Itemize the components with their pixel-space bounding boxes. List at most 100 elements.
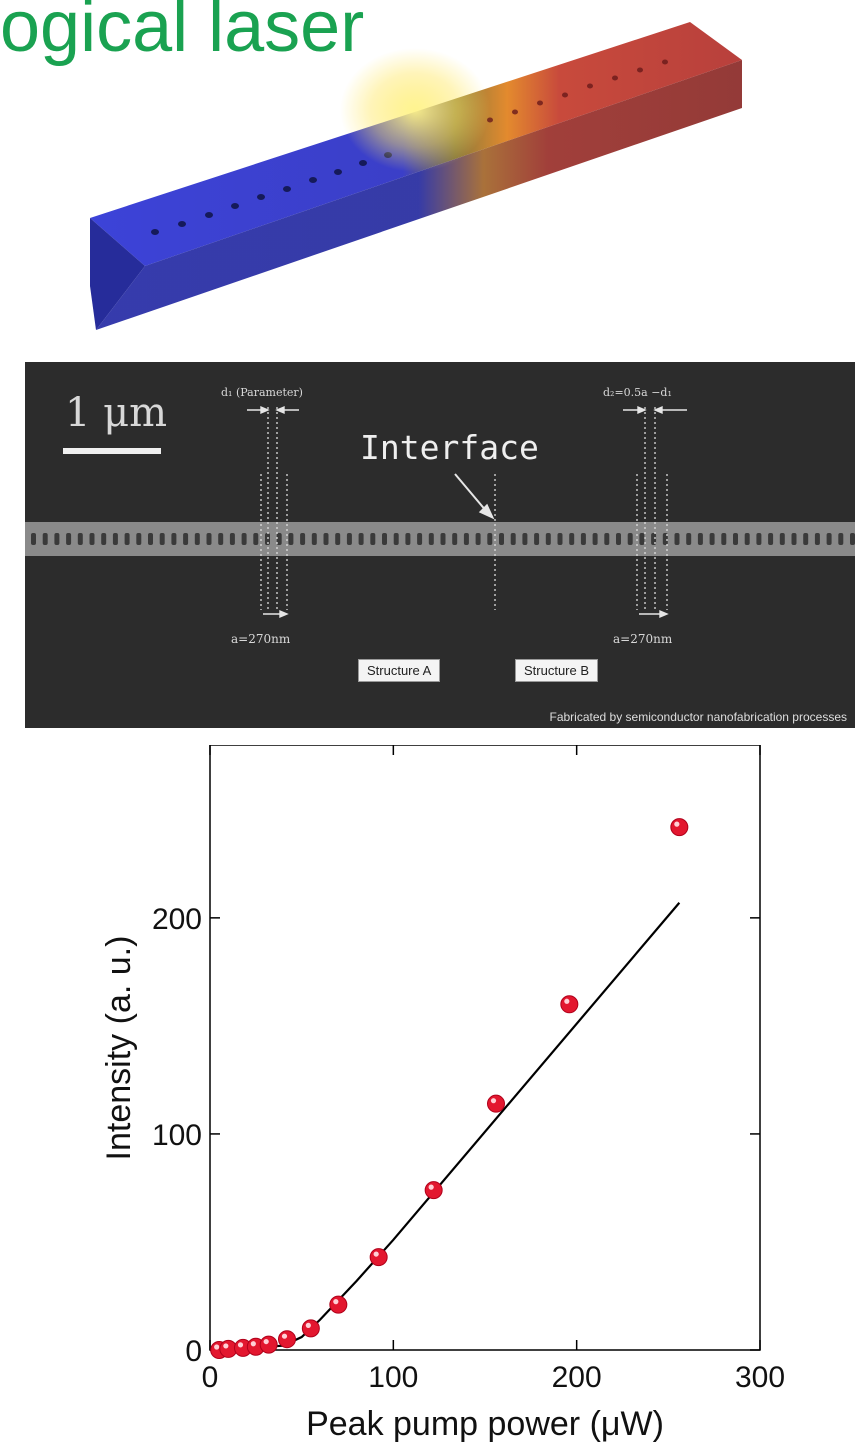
data-point-highlight — [373, 1251, 379, 1257]
sem-hole — [440, 533, 446, 545]
sem-hole — [510, 533, 516, 545]
waveguide-front-face — [96, 60, 742, 330]
lasing-chart: 0 100 200 300 0 100 200 Peak pump power (μW) I… — [100, 745, 785, 1443]
data-point-highlight — [237, 1342, 244, 1348]
slide-title: ogical laser — [0, 0, 365, 67]
sem-hole — [616, 533, 621, 545]
data-point-highlight — [281, 1333, 288, 1339]
structure-b-label: Structure B — [515, 659, 599, 682]
sem-hole — [31, 533, 36, 545]
data-point-highlight — [250, 1341, 256, 1347]
scale-bar-label: 1 μm — [65, 390, 168, 436]
sem-hole — [463, 533, 469, 545]
sem-hole — [791, 533, 797, 545]
sem-hole — [218, 533, 224, 545]
sem-hole — [850, 533, 855, 545]
sem-hole — [183, 533, 189, 545]
sem-hole — [580, 533, 586, 545]
sem-hole — [452, 533, 458, 545]
sem-hole — [686, 533, 692, 545]
x-tick-label: 300 — [735, 1361, 785, 1394]
interface-label: Interface — [360, 428, 539, 467]
sem-hole — [838, 533, 844, 545]
period-label-left: a=270nm — [231, 632, 291, 646]
sem-hole — [627, 533, 633, 545]
sem-hole — [779, 533, 785, 545]
sem-hole — [42, 533, 48, 545]
sem-hole — [124, 533, 130, 545]
sem-hole — [194, 533, 200, 545]
sem-hole — [136, 533, 142, 545]
sem-hole — [803, 533, 809, 545]
data-point — [670, 818, 689, 837]
sem-hole — [89, 533, 95, 545]
sem-hole — [206, 533, 212, 545]
sem-hole — [101, 533, 107, 545]
sem-hole — [697, 533, 703, 545]
data-point-highlight — [333, 1299, 339, 1305]
data-point — [487, 1094, 505, 1113]
sem-hole — [159, 533, 165, 545]
y-tick-label: 100 — [152, 1119, 202, 1152]
sem-hole — [569, 533, 575, 545]
sem-hole — [112, 533, 118, 545]
data-point-highlight — [428, 1184, 434, 1190]
data-point-highlight — [305, 1322, 311, 1328]
sem-hole — [709, 533, 715, 545]
sem-hole — [171, 533, 177, 545]
structure-a-label: Structure A — [358, 659, 441, 682]
sem-hole — [370, 533, 376, 545]
sem-hole — [346, 533, 352, 545]
data-point — [424, 1181, 443, 1200]
data-point-highlight — [674, 821, 680, 827]
sem-hole — [253, 533, 259, 545]
sem-hole — [674, 533, 680, 545]
y-tick-label: 0 — [185, 1335, 202, 1368]
scale-bar — [63, 448, 161, 454]
sem-hole — [405, 533, 411, 545]
sem-hole — [358, 533, 364, 545]
sem-hole — [721, 533, 727, 545]
sem-hole — [592, 533, 598, 545]
fit-line — [209, 902, 681, 1352]
sem-hole — [335, 533, 341, 545]
data-point-highlight — [214, 1344, 220, 1350]
data-point-highlight — [564, 998, 570, 1004]
sem-hole — [276, 533, 282, 545]
data-point — [329, 1295, 348, 1314]
y-axis-label: Intensity (a. u.) — [100, 936, 138, 1161]
sem-hole — [323, 533, 329, 545]
data-point — [560, 995, 579, 1014]
sem-hole — [393, 533, 399, 545]
waveguide-side-face — [90, 218, 145, 330]
sem-hole — [545, 533, 551, 545]
sem-hole — [604, 533, 610, 545]
data-point-highlight — [490, 1098, 497, 1104]
laser-glow — [340, 48, 490, 172]
d2-label: d₂=0.5a −d₁ — [603, 386, 672, 399]
sem-hole — [756, 533, 762, 545]
sem-caption: Fabricated by semiconductor nanofabricat… — [549, 710, 848, 724]
sem-image: 1 μm d₁ (Parameter) d₂=0.5a −d₁ Interfac… — [25, 362, 855, 728]
period-label-right: a=270nm — [613, 632, 673, 646]
sem-hole — [77, 533, 83, 545]
x-tick-label: 200 — [552, 1361, 602, 1394]
x-axis-label: Peak pump power (μW) — [306, 1405, 664, 1443]
data-point — [301, 1319, 320, 1338]
sem-hole — [522, 533, 528, 545]
sem-hole — [639, 533, 645, 545]
sem-hole — [557, 533, 563, 545]
sem-hole — [428, 533, 434, 545]
sem-hole — [382, 533, 387, 545]
sem-hole — [288, 533, 294, 545]
sem-hole — [768, 533, 774, 545]
data-point — [259, 1335, 278, 1354]
sem-hole — [229, 533, 235, 545]
sem-hole — [814, 533, 820, 545]
sem-hole — [733, 533, 738, 545]
data-point-highlight — [223, 1343, 229, 1349]
sem-hole — [534, 533, 540, 545]
x-tick-label: 0 — [202, 1361, 219, 1394]
waveguide-render — [90, 22, 742, 330]
sem-hole — [54, 533, 60, 545]
